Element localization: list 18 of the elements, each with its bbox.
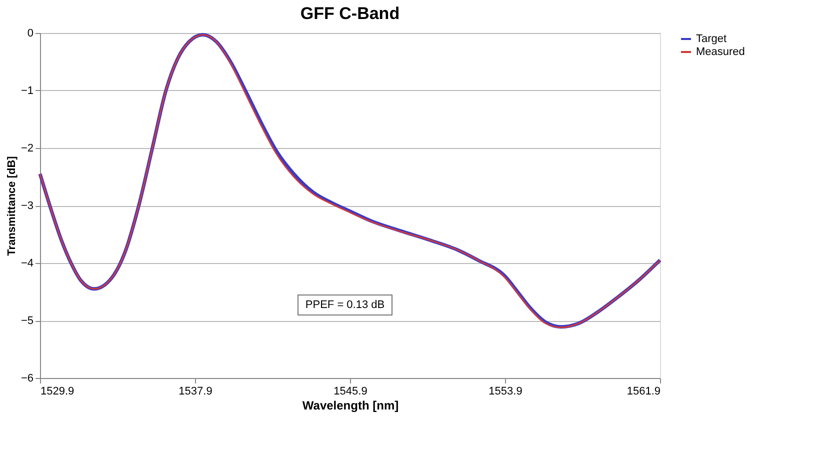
annotation: PPEF = 0.13 dB xyxy=(305,299,385,311)
x-tick-label: 1529.9 xyxy=(40,386,74,398)
y-tick-label: −6 xyxy=(20,372,34,384)
y-tick-label: 0 xyxy=(27,28,34,40)
y-tick-label: −5 xyxy=(20,315,34,327)
x-axis-title: Wavelength [nm] xyxy=(302,398,399,412)
y-tick-label: −4 xyxy=(20,258,34,270)
y-tick-label: −2 xyxy=(20,142,34,154)
x-tick-label: 1561.9 xyxy=(626,386,660,398)
chart-title: GFF C-Band xyxy=(300,4,400,23)
y-axis-title: Transmittance [dB] xyxy=(6,156,18,256)
legend-label: Measured xyxy=(696,46,745,58)
legend-label: Target xyxy=(696,33,727,45)
x-tick-label: 1545.9 xyxy=(334,386,368,398)
x-tick-label: 1553.9 xyxy=(488,386,522,398)
x-tick-label: 1537.9 xyxy=(178,386,212,398)
y-tick-label: −1 xyxy=(20,85,34,97)
y-tick-label: −3 xyxy=(20,200,34,212)
